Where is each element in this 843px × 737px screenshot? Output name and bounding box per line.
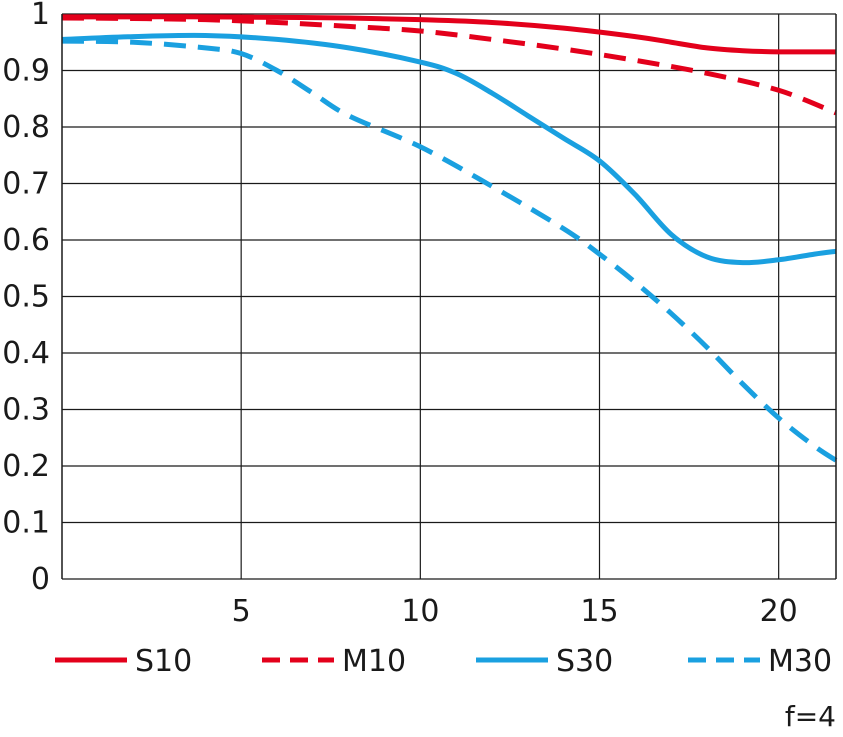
legend: S10 M10 S30 M30: [55, 644, 832, 679]
axes: [61, 14, 837, 579]
y-tick-label: 0.7: [2, 167, 50, 202]
series-line-m10: [61, 15, 837, 116]
legend-label-m30: M30: [768, 644, 832, 679]
y-tick-label: 0.8: [2, 110, 50, 145]
y-tick-labels: 0 0.1 0.2 0.3 0.4 0.5 0.6 0.7 0.8 0.9 1: [2, 0, 50, 597]
y-tick-label: 0.3: [2, 393, 50, 428]
grid-lines: [62, 13, 836, 580]
x-tick-labels: 5 10 15 20: [232, 594, 798, 629]
legend-label-m10: M10: [342, 644, 406, 679]
y-tick-label: 0.1: [2, 506, 50, 541]
series-line-m30: [61, 38, 838, 463]
y-tick-label: 1: [31, 0, 50, 32]
aperture-note: f=4: [785, 700, 836, 733]
y-tick-label: 0: [31, 562, 50, 597]
series-line-s30: [61, 32, 837, 266]
legend-label-s10: S10: [135, 644, 192, 679]
x-tick-label: 15: [580, 594, 618, 629]
x-tick-label: 20: [760, 594, 798, 629]
x-tick-label: 10: [401, 594, 439, 629]
x-tick-label: 5: [232, 594, 251, 629]
y-tick-label: 0.2: [2, 449, 50, 484]
series-line-s10: [62, 14, 837, 55]
y-tick-label: 0.4: [2, 336, 50, 371]
y-tick-label: 0.6: [2, 223, 50, 258]
y-tick-label: 0.9: [2, 54, 50, 89]
y-tick-label: 0.5: [2, 280, 50, 315]
legend-label-s30: S30: [556, 644, 613, 679]
series-lines: [61, 14, 838, 463]
